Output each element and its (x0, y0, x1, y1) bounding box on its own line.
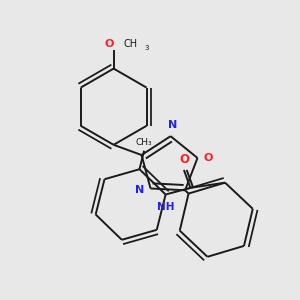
Text: CH: CH (123, 38, 137, 49)
Text: O: O (179, 153, 189, 166)
Text: N: N (135, 185, 144, 195)
Text: O: O (105, 38, 114, 49)
Text: NH: NH (157, 202, 174, 212)
Text: N: N (168, 120, 177, 130)
Text: CH₃: CH₃ (136, 138, 152, 147)
Text: 3: 3 (144, 45, 148, 51)
Text: O: O (204, 153, 213, 163)
